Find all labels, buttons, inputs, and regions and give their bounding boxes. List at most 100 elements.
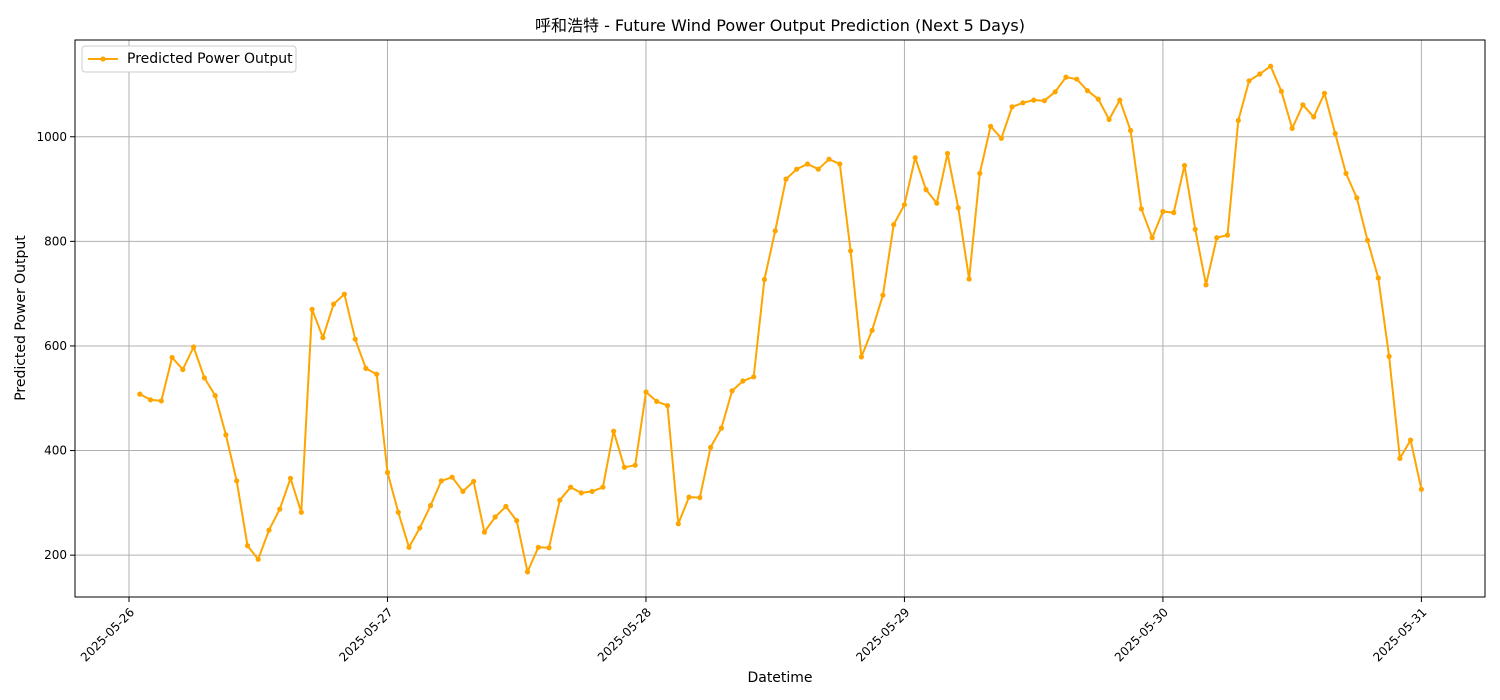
data-point (880, 292, 886, 298)
data-point (417, 525, 423, 531)
data-point (912, 155, 918, 161)
data-point (815, 166, 821, 172)
data-point (966, 276, 972, 282)
data-point (1268, 63, 1274, 69)
legend-marker-swatch (100, 56, 106, 62)
data-point (1181, 162, 1188, 169)
data-point (1235, 117, 1241, 124)
data-point (1397, 455, 1403, 461)
data-point (901, 202, 908, 208)
data-point (1041, 98, 1047, 104)
x-tick-label: 2025-05-30 (1112, 605, 1171, 664)
data-point (1009, 104, 1015, 110)
data-point (341, 291, 347, 297)
data-point (1343, 170, 1349, 176)
data-point (180, 366, 186, 373)
data-point (503, 503, 509, 510)
data-point (1300, 102, 1306, 108)
data-point (643, 389, 649, 395)
data-point (212, 393, 218, 399)
data-point (568, 484, 574, 490)
data-point (384, 469, 391, 476)
data-point (287, 475, 294, 481)
data-point (137, 391, 143, 397)
x-tick-label: 2025-05-27 (336, 605, 395, 664)
data-point (481, 529, 487, 535)
data-point (471, 478, 477, 484)
x-tick-label: 2025-05-31 (1370, 605, 1429, 664)
data-point (1020, 100, 1026, 106)
data-point (848, 248, 854, 254)
data-point (729, 388, 735, 394)
data-point (1063, 74, 1069, 80)
data-point (514, 518, 520, 524)
data-point (201, 375, 207, 381)
data-point (697, 495, 703, 501)
data-point (169, 354, 175, 361)
data-point (955, 205, 961, 211)
data-point (363, 365, 369, 371)
data-point (406, 544, 412, 550)
y-tick-label: 600 (44, 339, 67, 353)
data-point (449, 474, 455, 480)
data-point (1203, 282, 1209, 288)
data-point (255, 556, 261, 562)
x-tick-label: 2025-05-26 (78, 605, 137, 664)
y-axis-label: Predicted Power Output (13, 235, 29, 401)
data-point (1246, 78, 1252, 84)
data-point (891, 222, 897, 228)
data-point (524, 569, 531, 575)
legend-label: Predicted Power Output (127, 51, 293, 67)
data-point (772, 228, 778, 234)
data-point (923, 187, 929, 193)
x-axis-label: Datetime (747, 670, 812, 686)
data-point (675, 521, 681, 527)
data-point (298, 509, 304, 515)
data-point (1128, 127, 1134, 134)
data-point (944, 150, 951, 157)
x-axis: 2025-05-26 2025-05-27 2025-05-28 2025-05-29… (78, 597, 1430, 664)
data-point (1160, 208, 1166, 215)
data-point (1171, 210, 1177, 216)
data-point (1364, 237, 1371, 243)
grid-lines (75, 40, 1485, 597)
data-point (654, 398, 660, 404)
legend-box (81, 45, 297, 73)
data-point (1311, 114, 1317, 120)
data-point (826, 156, 832, 162)
data-point (492, 514, 498, 520)
data-point (234, 478, 240, 484)
data-point (977, 170, 983, 176)
data-point (320, 335, 326, 341)
data-point (191, 344, 197, 350)
data-point (1354, 195, 1360, 201)
data-point (761, 276, 768, 283)
data-point (869, 327, 875, 333)
data-point (600, 484, 606, 490)
series-layer (137, 63, 1424, 575)
data-point (535, 544, 541, 550)
data-point (1408, 437, 1414, 443)
data-point (1289, 125, 1295, 131)
data-point (998, 135, 1005, 141)
chart-title: 呼和浩特 - Future Wind Power Output Predicti… (535, 16, 1025, 35)
data-point (837, 161, 843, 167)
x-tick-label: 2025-05-29 (853, 605, 912, 664)
legend: Predicted Power Output (81, 45, 297, 73)
data-point (546, 545, 552, 551)
data-point (266, 527, 272, 533)
y-axis: 200 400 600 800 1000 (36, 130, 75, 562)
data-point (578, 490, 584, 496)
data-point (277, 506, 283, 512)
data-point (718, 425, 725, 431)
data-point (1386, 353, 1392, 359)
data-point (352, 336, 358, 342)
data-point (147, 397, 154, 403)
y-tick-label: 400 (44, 444, 67, 458)
data-point (1031, 97, 1037, 103)
data-point (460, 488, 466, 494)
data-point (1214, 235, 1220, 241)
data-point (374, 371, 380, 377)
data-point (621, 464, 628, 470)
data-point (1052, 89, 1058, 95)
